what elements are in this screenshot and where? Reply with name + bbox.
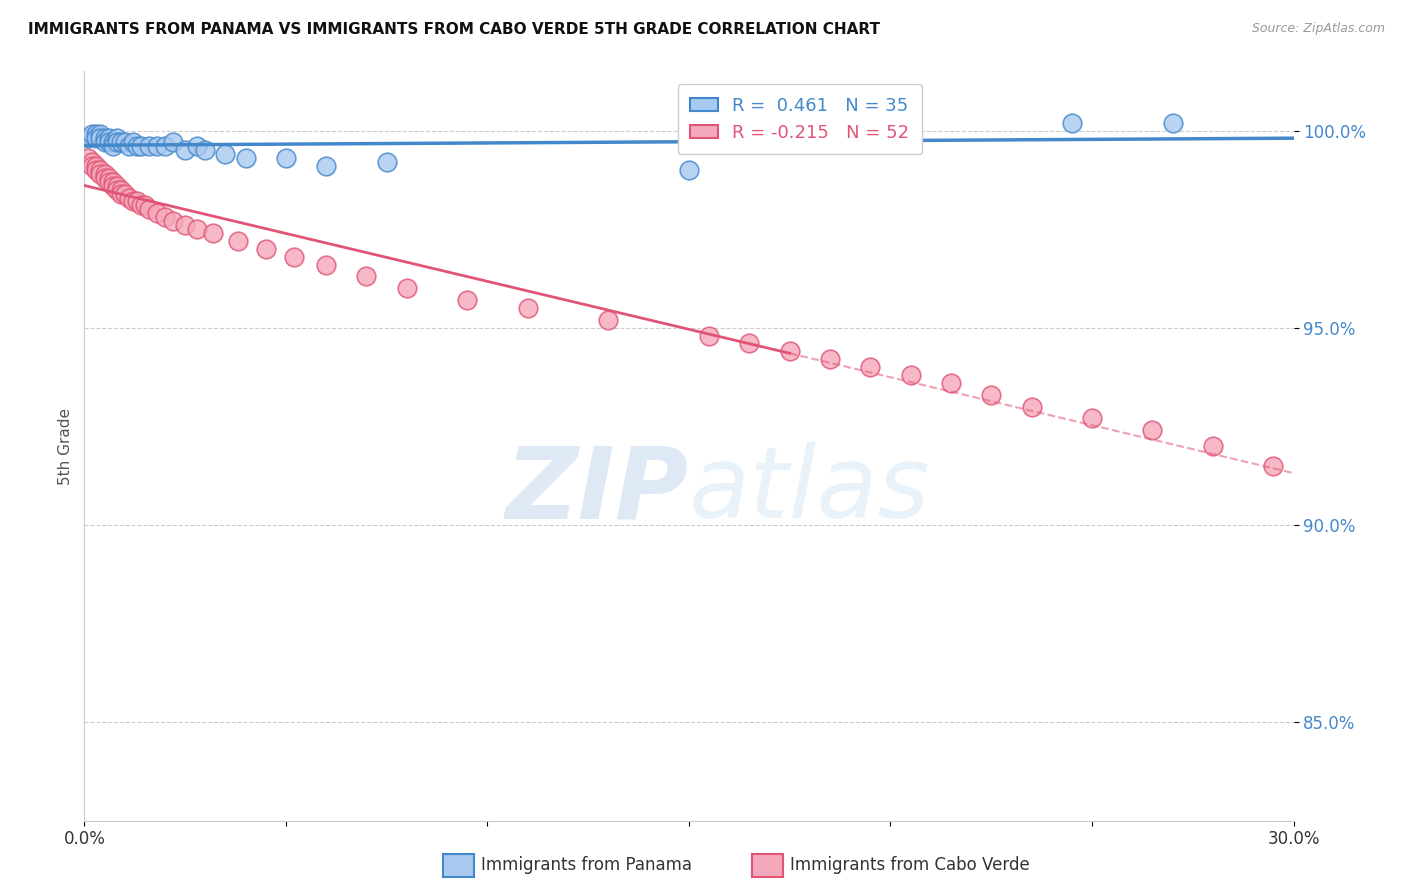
Point (105, 131, 128, 145)
Point (980, 388, 1002, 402)
Point (82, 155, 104, 169)
Point (134, 198, 156, 212)
Point (598, 313, 620, 327)
Point (105, 183, 128, 197)
Point (138, 202, 160, 217)
Y-axis label: 5th Grade: 5th Grade (58, 408, 73, 484)
Point (738, 336, 761, 351)
Point (1142, 423, 1164, 437)
Point (162, 136, 184, 150)
Point (818, 352, 841, 367)
Point (174, 143, 197, 157)
Point (118, 139, 141, 153)
Point (93, 131, 115, 145)
Point (456, 293, 478, 307)
Point (375, 155, 398, 169)
Point (1060, 115, 1083, 129)
Point (226, 234, 249, 248)
Point (356, 269, 378, 284)
Point (110, 136, 132, 150)
Point (110, 186, 132, 201)
Text: IMMIGRANTS FROM PANAMA VS IMMIGRANTS FROM CABO VERDE 5TH GRADE CORRELATION CHART: IMMIGRANTS FROM PANAMA VS IMMIGRANTS FRO… (28, 22, 880, 37)
Point (1202, 439, 1225, 453)
Text: ZIP: ZIP (506, 442, 689, 540)
Point (202, 226, 225, 240)
Point (859, 360, 882, 375)
Point (105, 136, 128, 150)
Point (89, 131, 111, 145)
Point (186, 139, 208, 153)
Point (82, 128, 104, 142)
Point (283, 250, 305, 264)
Point (86, 128, 108, 142)
Point (89, 163, 111, 178)
Point (315, 159, 337, 173)
Point (77, 131, 100, 145)
Text: Immigrants from Cabo Verde: Immigrants from Cabo Verde (790, 856, 1031, 874)
Point (516, 301, 538, 315)
Point (82, 159, 104, 173)
Point (1021, 400, 1043, 414)
Point (97, 131, 120, 145)
Point (110, 183, 132, 197)
Point (114, 136, 136, 150)
Point (146, 206, 169, 220)
Point (101, 175, 124, 189)
Point (121, 194, 143, 209)
Point (1263, 458, 1285, 473)
Point (86, 163, 108, 178)
Point (121, 136, 143, 150)
Point (153, 139, 176, 153)
Point (93, 167, 115, 181)
Point (105, 178, 128, 193)
Point (125, 139, 148, 153)
Point (97, 170, 120, 185)
Point (214, 147, 236, 161)
Point (86, 131, 108, 145)
Point (678, 163, 700, 178)
Point (138, 139, 160, 153)
Point (77, 151, 100, 165)
Point (86, 159, 108, 173)
Point (395, 281, 418, 295)
Point (101, 136, 124, 150)
Point (93, 170, 115, 185)
Point (97, 136, 120, 150)
Legend: R =  0.461   N = 35, R = -0.215   N = 52: R = 0.461 N = 35, R = -0.215 N = 52 (678, 84, 922, 154)
Point (174, 218, 197, 232)
Point (129, 139, 152, 153)
Point (114, 186, 136, 201)
Point (1161, 115, 1184, 129)
Point (186, 222, 208, 236)
Point (129, 198, 152, 212)
Point (89, 128, 111, 142)
Point (93, 136, 115, 150)
Point (162, 214, 184, 228)
Point (125, 194, 148, 209)
Point (274, 151, 297, 165)
Text: Immigrants from Panama: Immigrants from Panama (481, 856, 692, 874)
Point (1081, 411, 1104, 425)
Text: atlas: atlas (689, 442, 931, 540)
Point (900, 368, 922, 382)
Point (146, 139, 169, 153)
Point (939, 376, 962, 390)
Point (235, 151, 257, 165)
Text: Source: ZipAtlas.com: Source: ZipAtlas.com (1251, 22, 1385, 36)
Point (101, 178, 124, 193)
Point (89, 167, 111, 181)
Point (697, 328, 720, 343)
Point (101, 139, 124, 153)
Point (118, 190, 141, 204)
Point (194, 143, 217, 157)
Point (779, 344, 801, 359)
Point (97, 175, 120, 189)
Point (315, 258, 337, 272)
Point (254, 242, 277, 256)
Point (153, 211, 176, 225)
